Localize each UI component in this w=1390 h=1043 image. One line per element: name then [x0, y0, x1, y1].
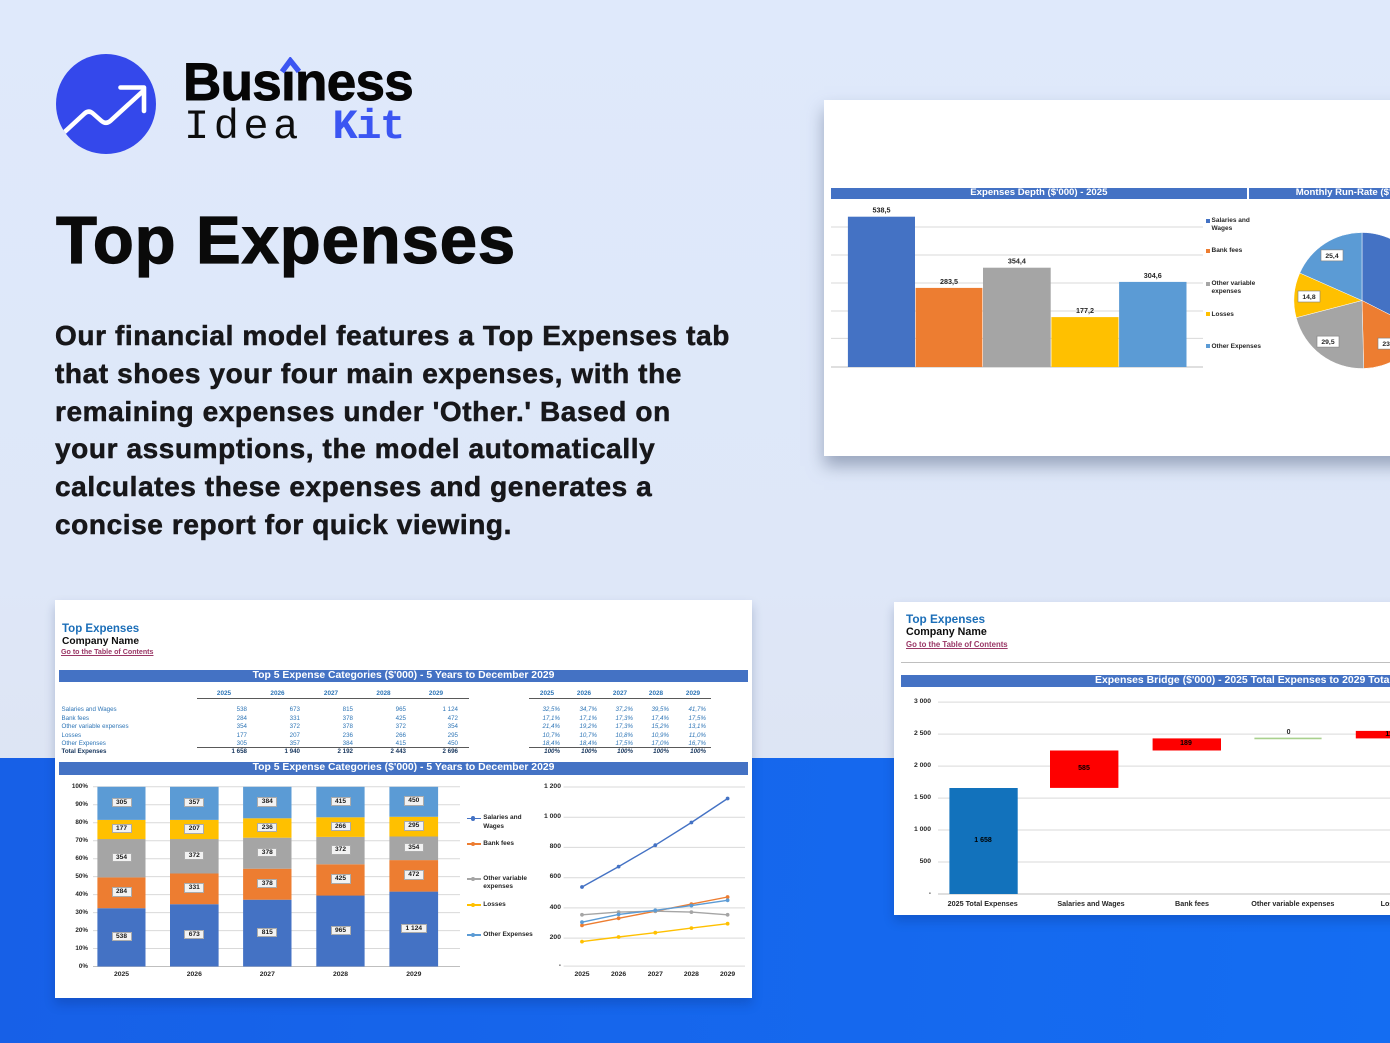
svg-text:14,8: 14,8 [1302, 294, 1315, 301]
svg-text:23,6: 23,6 [1382, 341, 1390, 348]
svg-text:354,4: 354,4 [1008, 257, 1026, 266]
svg-text:304,6: 304,6 [1144, 271, 1162, 280]
svg-text:25,4: 25,4 [1325, 253, 1338, 260]
svg-text:177,2: 177,2 [1076, 306, 1094, 315]
svg-text:538,5: 538,5 [873, 206, 891, 215]
svg-text:283,5: 283,5 [940, 277, 958, 286]
svg-text:29,5: 29,5 [1321, 339, 1334, 346]
